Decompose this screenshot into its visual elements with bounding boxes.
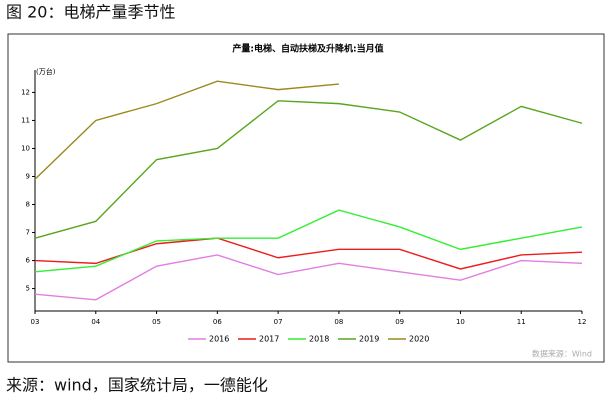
y-tick-label: 8 xyxy=(26,201,30,209)
x-tick-label: 03 xyxy=(31,318,40,326)
x-tick-label: 08 xyxy=(334,318,343,326)
watermark: 数据来源：Wind xyxy=(532,349,592,359)
figure-title: 图 20：电梯产量季节性 xyxy=(6,3,175,22)
x-tick-label: 04 xyxy=(91,318,100,326)
y-tick-label: 6 xyxy=(26,257,31,265)
x-tick-label: 09 xyxy=(395,318,404,326)
y-tick-label: 11 xyxy=(21,116,30,124)
x-tick-label: 12 xyxy=(578,318,587,326)
legend-label: 2016 xyxy=(209,335,229,344)
legend-label: 2019 xyxy=(359,335,379,344)
source: 来源：wind，国家统计局，一德能化 xyxy=(6,376,268,395)
series-line xyxy=(34,80,339,180)
y-tick-label: 10 xyxy=(21,144,30,152)
series-line xyxy=(34,209,583,273)
series-line xyxy=(34,100,583,239)
x-tick-label: 05 xyxy=(152,318,161,326)
y-tick-label: 9 xyxy=(26,172,30,180)
y-tick-label: 12 xyxy=(21,88,30,96)
legend-label: 2017 xyxy=(259,335,279,344)
y-unit: (万台) xyxy=(36,67,56,76)
legend-label: 2020 xyxy=(409,335,429,344)
y-tick-label: 7 xyxy=(26,229,30,237)
x-tick-label: 10 xyxy=(456,318,465,326)
legend-label: 2018 xyxy=(309,335,329,344)
x-tick-label: 07 xyxy=(274,318,283,326)
y-tick-label: 5 xyxy=(26,285,30,293)
chart-frame xyxy=(7,33,605,363)
chart-title: 产量:电梯、自动扶梯及升降机:当月值 xyxy=(232,43,383,55)
series-line xyxy=(34,254,583,301)
x-tick-label: 11 xyxy=(517,318,526,326)
x-tick-label: 06 xyxy=(213,318,222,326)
